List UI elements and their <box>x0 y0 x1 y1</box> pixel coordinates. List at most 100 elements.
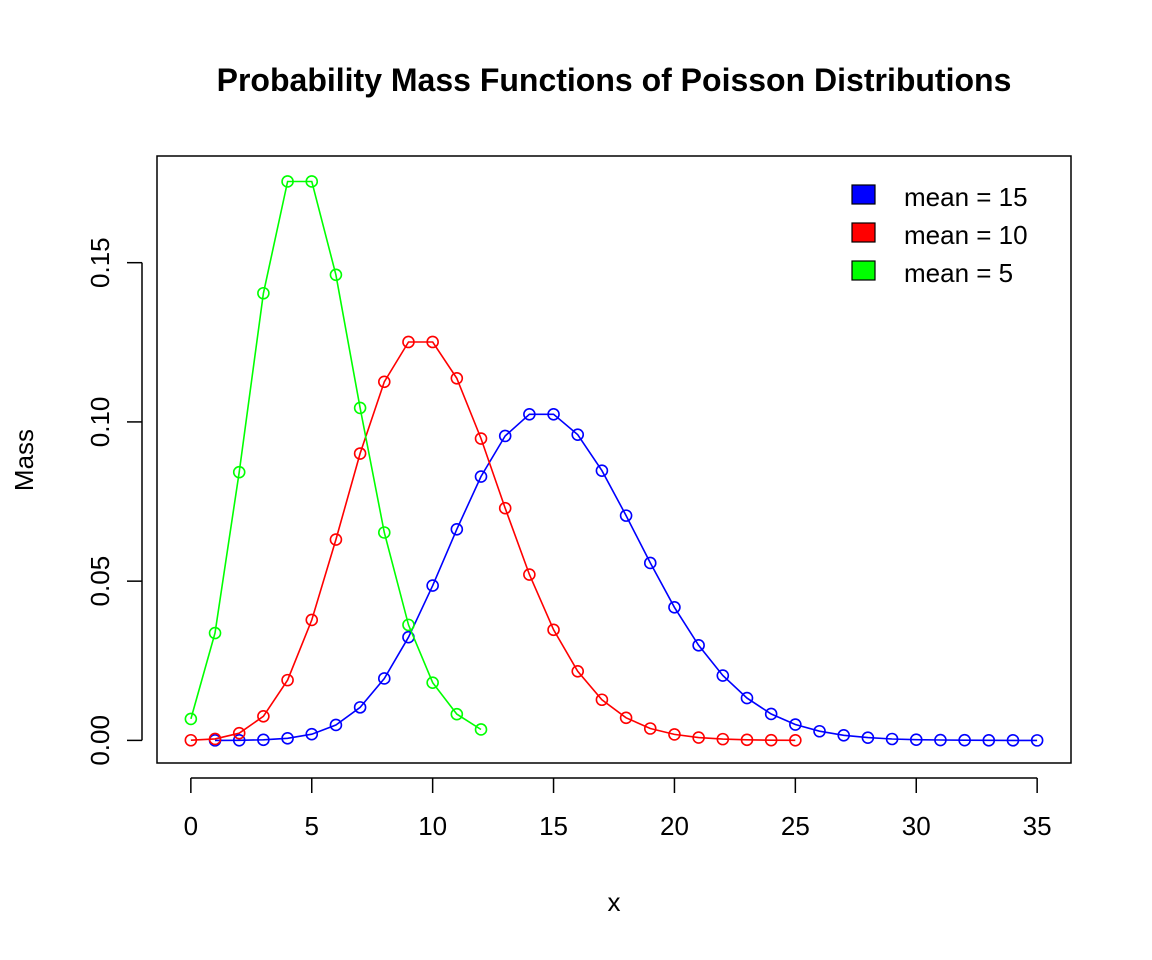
y-axis-label: Mass <box>9 429 39 491</box>
data-point <box>426 579 439 592</box>
x-tick-label: 30 <box>902 811 931 841</box>
x-tick-label: 0 <box>184 811 198 841</box>
x-tick-label: 5 <box>305 811 319 841</box>
data-point <box>232 726 246 740</box>
series-layer <box>184 175 1044 747</box>
x-tick-label: 20 <box>660 811 689 841</box>
series-line-1 <box>214 413 1038 742</box>
x-tick-label: 35 <box>1023 811 1052 841</box>
data-point <box>958 733 971 747</box>
data-point <box>232 465 246 479</box>
data-point <box>1006 734 1020 747</box>
data-point <box>305 613 319 627</box>
data-point <box>692 731 705 744</box>
y-tick-label: 0.00 <box>85 715 115 766</box>
data-point <box>668 728 681 741</box>
data-point <box>523 407 536 421</box>
plot-area <box>156 155 1072 764</box>
data-point <box>716 669 730 682</box>
data-point <box>281 673 294 687</box>
data-point <box>208 626 222 640</box>
data-point <box>402 335 415 349</box>
data-point <box>184 712 198 726</box>
data-point <box>619 711 633 725</box>
data-point <box>426 676 439 689</box>
legend-swatch <box>851 184 876 205</box>
data-point <box>909 733 923 746</box>
series-line-3 <box>190 180 482 731</box>
data-point <box>184 733 198 747</box>
y-tick-label: 0.15 <box>85 237 115 288</box>
data-point <box>353 701 367 714</box>
legend-swatch <box>851 222 876 243</box>
data-point <box>208 732 222 746</box>
data-point <box>353 447 367 460</box>
data-point <box>305 727 319 741</box>
data-point <box>837 728 851 742</box>
data-point <box>377 526 391 539</box>
data-point <box>450 523 464 536</box>
data-point <box>257 733 270 747</box>
legend-label: mean = 5 <box>904 258 1013 288</box>
data-point <box>716 732 730 746</box>
data-point <box>934 733 947 747</box>
data-point <box>668 601 681 614</box>
chart-title: Probability Mass Functions of Poisson Di… <box>217 62 1012 98</box>
data-point <box>571 428 585 441</box>
data-point <box>643 556 657 570</box>
data-point <box>498 429 512 443</box>
data-point <box>377 375 391 389</box>
data-point <box>789 718 802 731</box>
data-point <box>764 733 778 747</box>
legend: mean = 15 mean = 10 mean = 5 <box>851 182 1028 288</box>
data-point <box>329 268 343 282</box>
data-point <box>281 732 294 745</box>
data-point <box>595 464 609 477</box>
x-axis: 0 5 10 15 20 25 30 35 <box>184 777 1052 841</box>
data-point <box>353 401 367 415</box>
data-point <box>813 724 826 738</box>
data-point <box>547 623 560 637</box>
x-axis-label: x <box>608 887 621 917</box>
data-point <box>740 733 754 747</box>
data-point <box>1030 734 1044 747</box>
data-point <box>232 733 246 747</box>
data-point <box>474 723 488 736</box>
data-point <box>377 672 391 685</box>
data-point <box>474 432 488 445</box>
data-point <box>764 707 778 721</box>
data-point <box>329 533 343 546</box>
x-tick-label: 10 <box>418 811 447 841</box>
legend-swatch <box>851 260 876 281</box>
data-point <box>595 693 609 707</box>
data-point <box>571 664 585 678</box>
legend-label: mean = 10 <box>904 220 1028 250</box>
data-point <box>692 639 705 652</box>
series-line-2 <box>190 341 796 742</box>
data-point <box>450 371 464 385</box>
x-tick-label: 25 <box>781 811 810 841</box>
y-tick-label: 0.05 <box>85 556 115 607</box>
data-point <box>281 175 294 188</box>
data-point <box>789 733 802 747</box>
data-point <box>643 722 657 735</box>
data-point <box>426 335 439 349</box>
legend-label: mean = 15 <box>904 182 1028 212</box>
data-point <box>740 691 754 705</box>
data-point <box>450 707 464 721</box>
x-tick-label: 15 <box>539 811 568 841</box>
data-point <box>305 175 319 188</box>
data-point <box>474 470 488 483</box>
data-point <box>982 734 996 747</box>
data-point <box>523 568 536 581</box>
data-point <box>402 618 415 632</box>
y-tick-label: 0.10 <box>85 397 115 448</box>
data-point <box>257 709 270 723</box>
y-axis: 0.00 0.05 0.10 0.15 <box>85 237 143 766</box>
data-point <box>547 407 560 421</box>
data-point <box>329 718 343 732</box>
data-point <box>257 286 270 300</box>
data-point <box>619 509 633 522</box>
data-point <box>498 501 512 515</box>
